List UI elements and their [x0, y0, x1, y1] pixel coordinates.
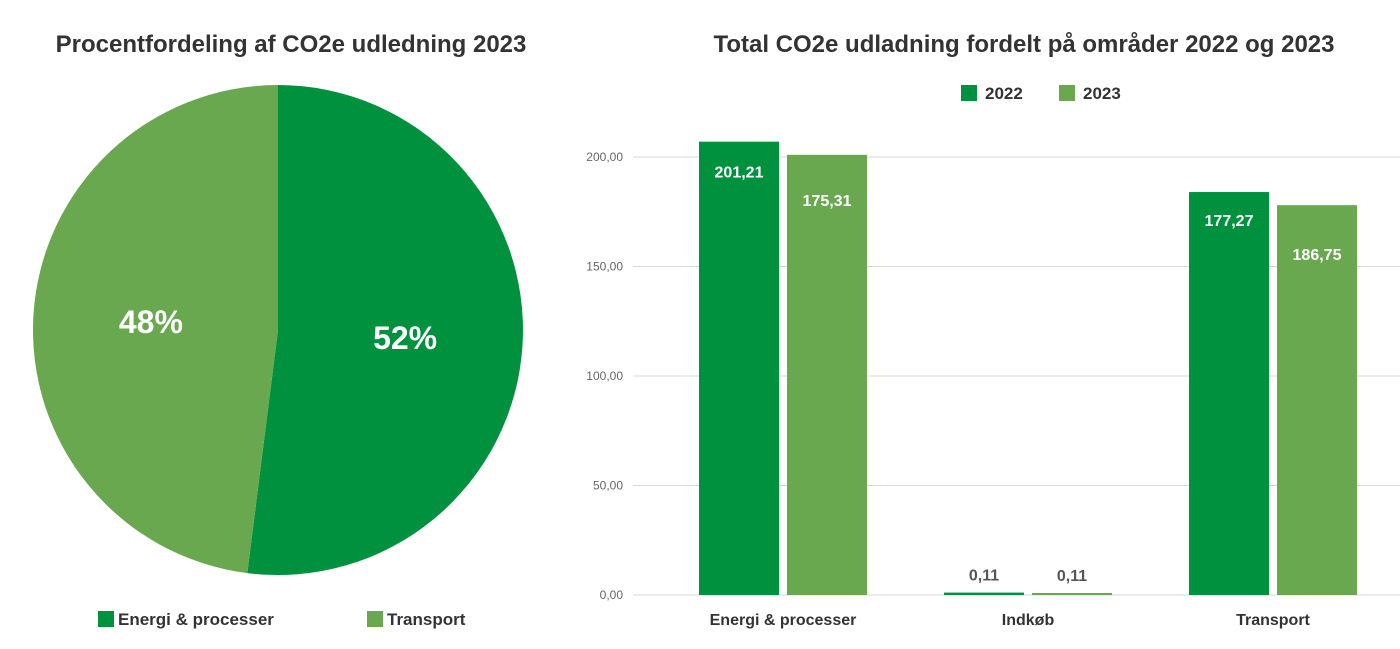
pie-label-energi-processer: 52%	[373, 320, 437, 356]
y-tick-label: 50,00	[593, 479, 623, 493]
bar-value-label: 177,27	[1205, 213, 1254, 230]
bar-chart-title: Total CO2e udladning fordelt på områder …	[713, 31, 1334, 58]
bar-chart-grid: 0,00 50,00 100,00 150,00 200,00	[586, 150, 1400, 602]
bar-chart-bars: 201,21 175,31 0,11 0,11 177,27 186,75	[699, 141, 1357, 596]
bar-2023-energi-processer	[787, 154, 867, 595]
bar-value-label: 186,75	[1293, 247, 1342, 264]
bar-2022-indk-b	[944, 592, 1024, 595]
pie-slice-energi-processer	[247, 85, 523, 575]
x-category-label-transport: Transport	[1236, 612, 1310, 629]
bar-2023-indk-b	[1032, 593, 1112, 595]
x-category-label-energi-processer: Energi & processer	[710, 612, 857, 629]
bar-value-label: 0,11	[1057, 568, 1087, 585]
bar-2022-transport	[1189, 192, 1269, 596]
y-tick-label: 200,00	[586, 150, 623, 164]
legend-label-2022: 2022	[985, 84, 1023, 103]
bar-legend: 2022 2023	[961, 84, 1121, 103]
bar-value-label: 175,31	[803, 193, 852, 210]
y-tick-label: 100,00	[586, 369, 623, 383]
bar-2023-transport	[1277, 205, 1357, 595]
bar-2022-energi-processer	[699, 141, 779, 596]
x-category-label-indk-b: Indkøb	[1002, 612, 1055, 629]
legend-swatch-energi	[98, 611, 114, 627]
y-tick-label: 150,00	[586, 260, 623, 274]
pie-legend: Energi & processer Transport	[98, 610, 466, 629]
y-tick-label: 0,00	[600, 588, 624, 602]
bar-value-label: 201,21	[715, 165, 764, 182]
pie-slice-transport	[32, 84, 278, 574]
pie-label-transport: 48%	[119, 304, 183, 340]
legend-swatch-transport	[367, 611, 383, 627]
legend-swatch-2022	[961, 85, 977, 101]
pie-chart-title: Procentfordeling af CO2e udledning 2023	[56, 31, 527, 58]
pie-chart: 52% 48%	[32, 84, 523, 575]
legend-label-energi: Energi & processer	[118, 610, 274, 629]
bar-chart-categories: Energi & processer Indkøb Transport	[710, 612, 1311, 629]
legend-swatch-2023	[1059, 85, 1075, 101]
bar-value-label: 0,11	[969, 568, 999, 585]
legend-label-transport: Transport	[387, 610, 466, 629]
legend-label-2023: 2023	[1083, 84, 1121, 103]
